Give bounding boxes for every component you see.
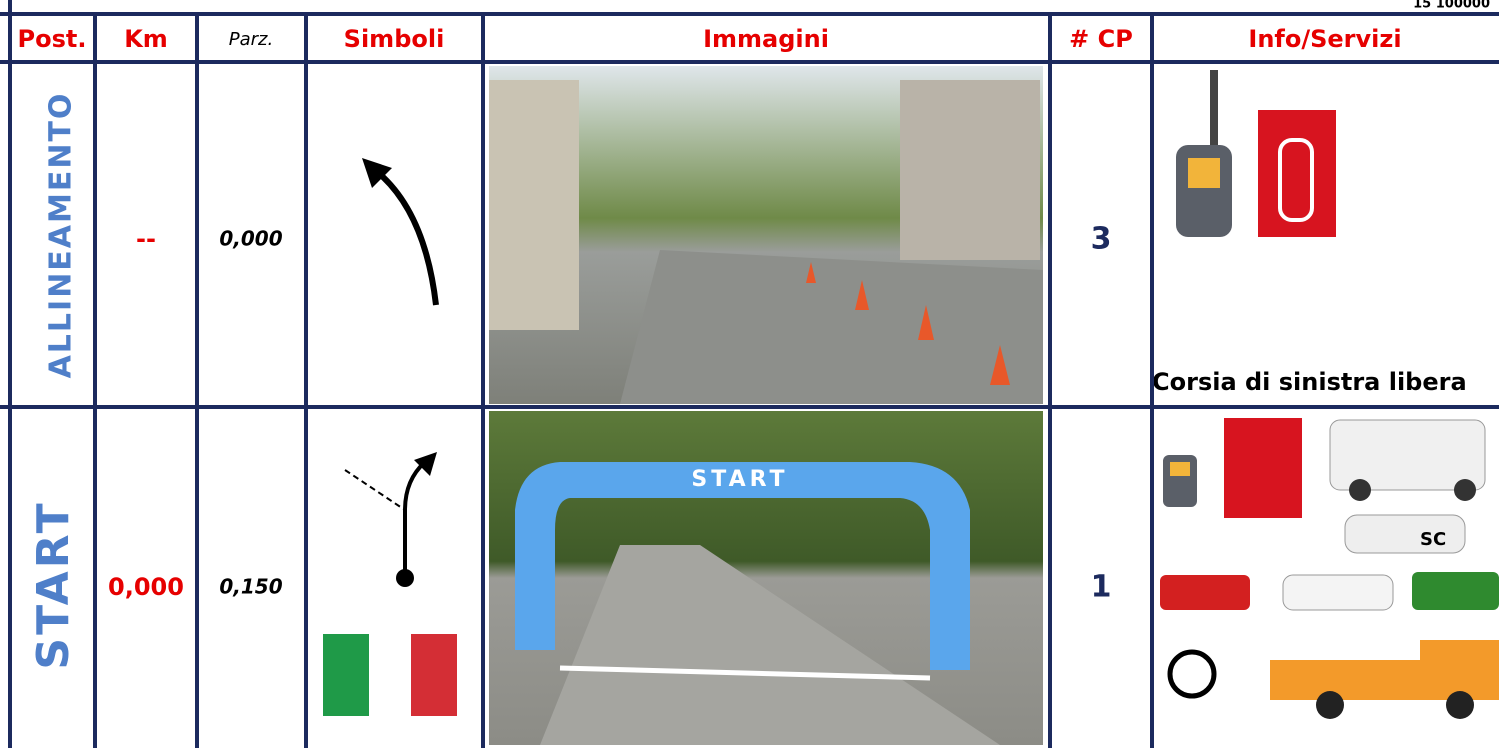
- arch-text: START: [691, 467, 788, 492]
- flag-red: [411, 634, 457, 716]
- photo-alignment: [489, 66, 1043, 404]
- col-header: Parz.: [229, 29, 273, 50]
- arrow-head: [414, 452, 437, 476]
- col-header: Km: [124, 25, 168, 53]
- photo-start: START: [489, 411, 1043, 745]
- col-header: Info/Servizi: [1248, 25, 1401, 53]
- arrow-right: [403, 460, 427, 578]
- flag-green: [323, 634, 369, 716]
- arrow-left: [373, 167, 439, 306]
- extinguisher-icon: [1258, 110, 1336, 237]
- cp: 1: [1091, 570, 1112, 605]
- col-header: # CP: [1069, 25, 1133, 53]
- service-icons: SC: [1160, 418, 1499, 719]
- doc-code: 15 100000: [1413, 0, 1490, 12]
- post-label: START: [28, 500, 79, 669]
- start-dot: [396, 569, 414, 587]
- info-note: Corsia di sinistra libera: [1152, 368, 1467, 396]
- col-header: Post.: [18, 25, 87, 53]
- post-label: ALLINEAMENTO: [44, 92, 79, 379]
- partial: 0,150: [219, 575, 282, 599]
- km: 0,000: [108, 573, 184, 601]
- col-header: Simboli: [344, 25, 445, 53]
- car-text: SC: [1420, 529, 1446, 550]
- km: --: [136, 225, 156, 253]
- col-header: Immagini: [703, 25, 829, 53]
- side-road: [344, 469, 406, 511]
- partial: 0,000: [219, 227, 282, 251]
- cp: 3: [1091, 222, 1112, 257]
- radio-icon: [1176, 70, 1232, 237]
- arrow-head: [362, 158, 392, 188]
